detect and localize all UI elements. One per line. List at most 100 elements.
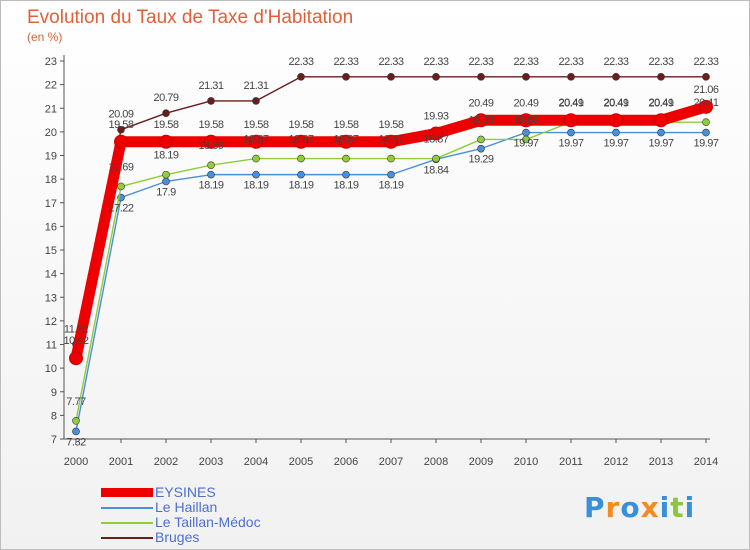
data-label: 21.31: [198, 80, 223, 92]
legend-label: Le Taillan-Médoc: [155, 514, 261, 530]
data-point: [297, 73, 305, 81]
legend-label: Le Haillan: [155, 499, 218, 515]
data-point: [657, 128, 665, 137]
proxiti-logo: Proxiti: [584, 491, 695, 524]
data-label: 19.58: [333, 119, 358, 131]
legend-swatch: [101, 488, 153, 497]
y-tick-label: 23: [45, 56, 57, 68]
data-label: 19.58: [243, 119, 268, 131]
data-point: [522, 135, 530, 144]
data-point: [297, 154, 305, 163]
data-point: [204, 134, 218, 149]
data-point: [522, 73, 530, 81]
data-label: 19.97: [648, 138, 673, 150]
x-tick-label: 2001: [109, 456, 133, 468]
data-point: [162, 170, 170, 179]
legend-label: Bruges: [155, 529, 200, 545]
data-label: 17.9: [156, 186, 176, 198]
data-point: [72, 427, 80, 436]
data-label: 17.69: [108, 161, 133, 173]
data-label: 22.33: [333, 56, 358, 68]
data-point: [342, 154, 350, 163]
data-point: [342, 73, 350, 81]
data-label: 7.32: [66, 436, 86, 448]
data-point: [162, 177, 170, 186]
data-point: [564, 113, 578, 128]
data-label: 20.41: [558, 97, 583, 109]
x-tick-label: 2006: [334, 456, 358, 468]
data-label: 21.31: [243, 80, 268, 92]
data-point: [477, 73, 485, 81]
x-tick-label: 2002: [154, 456, 178, 468]
data-label: 19.58: [378, 119, 403, 131]
y-tick-label: 7: [51, 434, 57, 446]
data-point: [159, 134, 173, 149]
y-tick-label: 14: [45, 269, 57, 281]
data-label: 22.33: [693, 56, 718, 68]
data-point: [567, 128, 575, 137]
data-label: 19.97: [513, 138, 538, 150]
data-label: 20.79: [153, 92, 178, 104]
data-label: 18.19: [153, 150, 178, 162]
data-point: [612, 73, 620, 81]
data-label: 19.66: [513, 114, 538, 126]
data-point: [114, 134, 128, 149]
y-tick-label: 15: [45, 245, 57, 257]
y-tick-label: 8: [51, 410, 57, 422]
data-label: 19.97: [603, 138, 628, 150]
data-point: [249, 134, 263, 149]
logo-letter: r: [605, 491, 621, 524]
y-tick-label: 21: [45, 103, 57, 115]
data-label: 20.41: [648, 97, 673, 109]
x-tick-label: 2014: [694, 456, 718, 468]
data-label: 18.87: [288, 134, 313, 146]
x-tick-label: 2012: [604, 456, 628, 468]
data-label: 18.19: [198, 180, 223, 192]
data-label: 20.41: [693, 97, 718, 109]
data-point: [72, 417, 80, 425]
data-label: 22.33: [603, 56, 628, 68]
data-point: [522, 128, 530, 137]
data-label: 22.33: [468, 56, 493, 68]
chart-subtitle: (en %): [27, 30, 63, 44]
logo-letter: i: [659, 491, 671, 524]
data-point: [117, 125, 125, 134]
data-point: [252, 97, 260, 105]
data-point: [702, 73, 710, 81]
legend-swatch: [101, 537, 153, 539]
legend-swatch: [101, 507, 153, 509]
logo-letter: i: [684, 491, 696, 524]
x-tick-label: 2007: [379, 456, 403, 468]
x-tick-label: 2011: [559, 456, 583, 468]
data-label: 20.49: [513, 97, 538, 109]
logo-letter: t: [670, 491, 685, 524]
series-line-le-taillan-m-doc: [75, 121, 707, 422]
y-tick-label: 16: [45, 221, 57, 233]
x-tick-label: 2010: [514, 456, 538, 468]
data-label: 18.87: [423, 134, 448, 146]
data-point: [612, 128, 620, 137]
data-label: 22.33: [423, 56, 448, 68]
data-label: 19.97: [693, 138, 718, 150]
data-point: [339, 134, 353, 149]
data-point: [207, 161, 215, 169]
y-tick-label: 12: [45, 316, 57, 328]
data-label: 20.49: [468, 97, 493, 109]
data-point: [429, 126, 443, 141]
x-tick-label: 2009: [469, 456, 493, 468]
y-tick-label: 22: [45, 80, 57, 92]
data-point: [387, 170, 395, 179]
data-point: [252, 170, 260, 179]
x-tick-label: 2013: [649, 456, 673, 468]
chart-title: Evolution du Taux de Taxe d'Habitation: [27, 7, 354, 28]
y-tick-label: 20: [45, 127, 57, 139]
x-tick-label: 2003: [199, 456, 223, 468]
data-label: 20.49: [603, 97, 628, 109]
data-label: 19.58: [198, 119, 223, 131]
data-label: 22.33: [558, 56, 583, 68]
data-label: 18.59: [198, 140, 223, 152]
data-label: 20.49: [648, 97, 673, 109]
data-point: [387, 73, 395, 81]
